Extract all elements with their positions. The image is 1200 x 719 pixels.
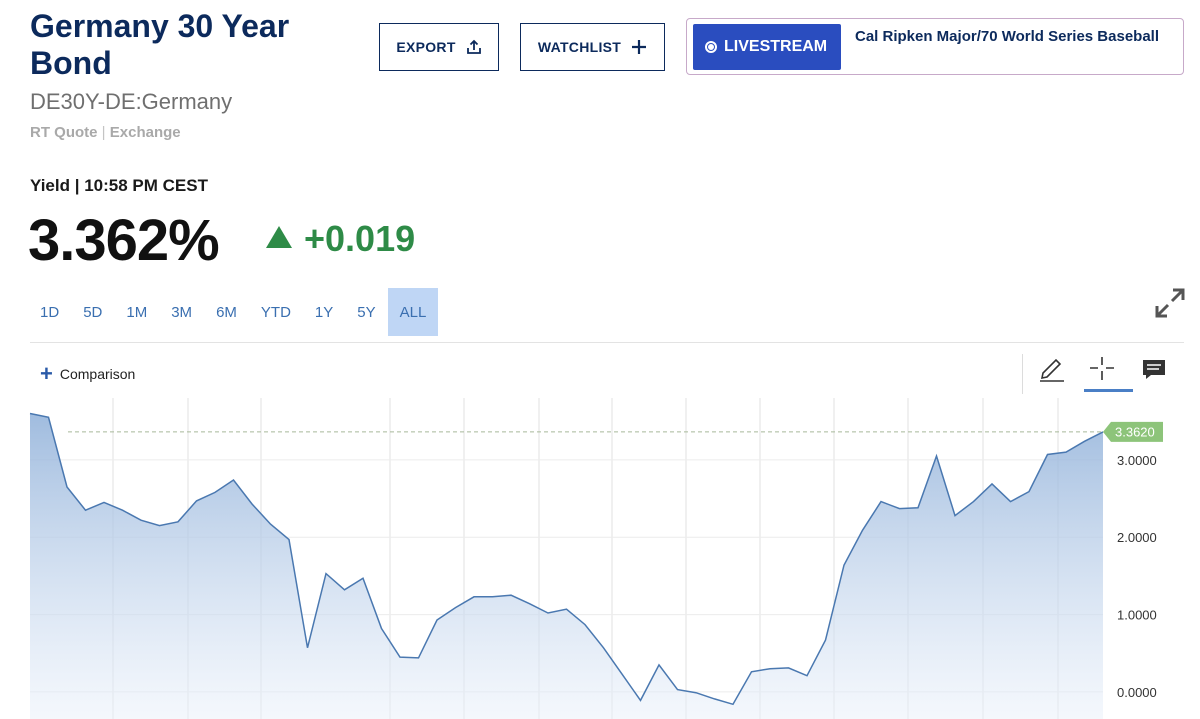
comparison-plus-icon: + bbox=[40, 361, 53, 386]
toolbar-divider bbox=[30, 342, 1184, 343]
comment-icon[interactable] bbox=[1137, 354, 1171, 384]
yield-chart[interactable]: 0.0000 1.0000 2.0000 3.0000 3.3620 bbox=[0, 398, 1200, 719]
livestream-label: LIVESTREAM bbox=[724, 38, 828, 55]
range-1d[interactable]: 1D bbox=[40, 303, 60, 321]
export-button[interactable]: EXPORT bbox=[379, 23, 499, 71]
plus-icon bbox=[632, 40, 647, 54]
current-yield: 3.362% bbox=[28, 208, 220, 273]
quote-source-name: Exchange bbox=[109, 124, 181, 141]
pencil-icon[interactable] bbox=[1035, 354, 1069, 384]
y-tick-label: 0.0000 bbox=[1117, 685, 1157, 700]
yield-timestamp: Yield | 10:58 PM CEST bbox=[30, 176, 208, 195]
watchlist-label: WATCHLIST bbox=[537, 39, 622, 55]
quote-separator: | bbox=[101, 124, 106, 141]
yield-line bbox=[29, 412, 1104, 706]
range-5d[interactable]: 5D bbox=[83, 303, 103, 321]
time-range-selector: 1D 5D 1M 3M 6M YTD 1Y 5Y ALL bbox=[28, 288, 439, 336]
symbol-label: DE30Y-DE:Germany bbox=[30, 89, 233, 114]
range-6m[interactable]: 6M bbox=[216, 303, 237, 321]
yield-area bbox=[30, 413, 1103, 719]
comparison-button[interactable]: + Comparison bbox=[40, 361, 136, 386]
range-5y[interactable]: 5Y bbox=[357, 303, 376, 321]
livestream-button[interactable]: LIVESTREAM bbox=[693, 24, 841, 70]
watchlist-button[interactable]: WATCHLIST bbox=[520, 23, 665, 71]
up-arrow-icon bbox=[266, 226, 292, 248]
tool-separator bbox=[1022, 354, 1023, 394]
crosshair-icon[interactable] bbox=[1085, 354, 1119, 384]
range-3m[interactable]: 3M bbox=[171, 303, 193, 321]
expand-icon[interactable] bbox=[1153, 286, 1187, 320]
export-label: EXPORT bbox=[396, 39, 456, 55]
current-value-tag: 3.3620 bbox=[1103, 421, 1163, 442]
range-ytd[interactable]: YTD bbox=[260, 303, 291, 321]
range-all[interactable]: ALL bbox=[387, 288, 439, 336]
current-value-label: 3.3620 bbox=[1115, 424, 1155, 439]
y-axis: 0.0000 1.0000 2.0000 3.0000 bbox=[1117, 453, 1157, 700]
range-1m[interactable]: 1M bbox=[126, 303, 148, 321]
comparison-label: Comparison bbox=[59, 366, 136, 382]
yield-change: +0.019 bbox=[304, 218, 416, 259]
y-tick-label: 2.0000 bbox=[1117, 530, 1157, 545]
y-tick-label: 3.0000 bbox=[1117, 453, 1157, 468]
quote-type: RT Quote bbox=[30, 124, 98, 141]
page-title: Germany 30 Year Bond bbox=[30, 8, 290, 81]
share-icon bbox=[466, 39, 481, 54]
livestream-card[interactable]: LIVESTREAM Cal Ripken Major/70 World Ser… bbox=[686, 18, 1184, 75]
livestream-headline[interactable]: Cal Ripken Major/70 World Series Basebal… bbox=[855, 28, 1159, 45]
active-tool-indicator bbox=[1084, 389, 1133, 392]
current-value-tag-shape bbox=[1103, 421, 1163, 442]
quote-source: RT Quote | Exchange bbox=[30, 124, 181, 141]
range-1y[interactable]: 1Y bbox=[314, 303, 334, 321]
live-dot-icon bbox=[705, 41, 717, 53]
y-tick-label: 1.0000 bbox=[1117, 608, 1157, 623]
